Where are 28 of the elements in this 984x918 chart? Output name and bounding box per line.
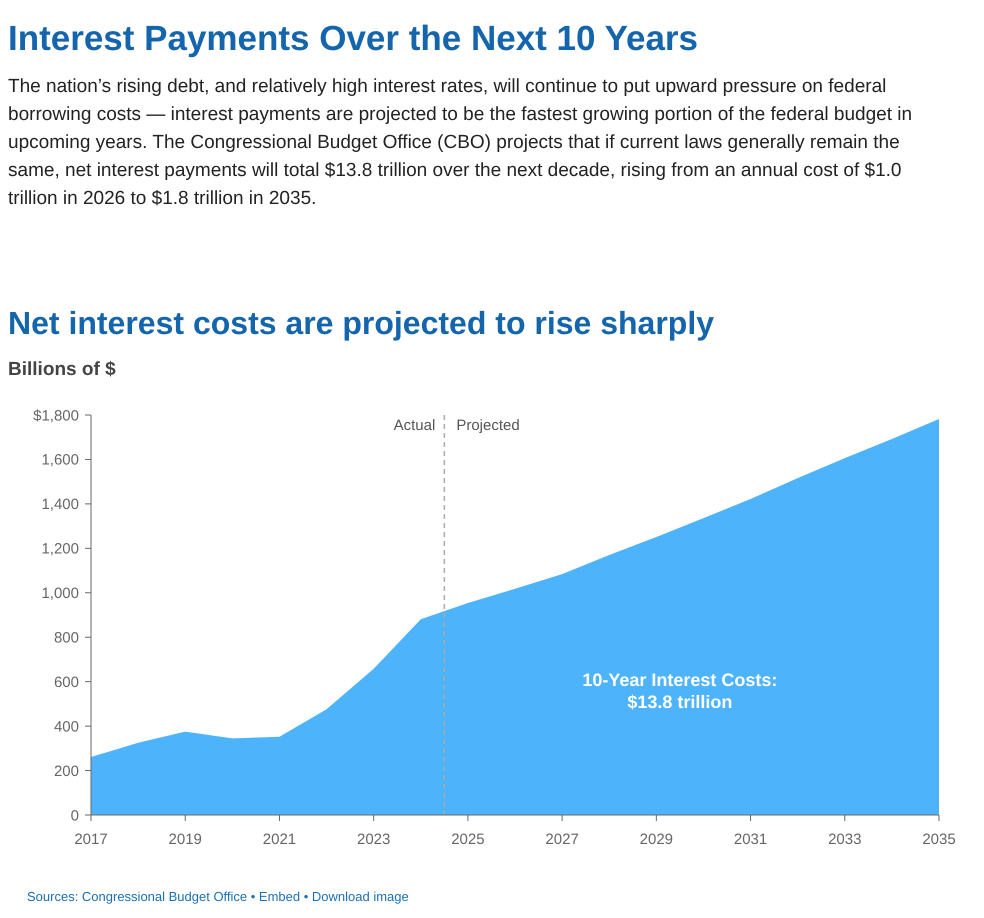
- y-tick-label: 800: [54, 629, 79, 646]
- x-tick-label: 2027: [545, 831, 579, 848]
- x-tick-label: 2023: [356, 831, 390, 848]
- chart-title: Net interest costs are projected to rise sharply: [8, 305, 714, 341]
- x-tick-label: 2035: [922, 831, 956, 848]
- x-tick-label: 2031: [734, 831, 768, 848]
- x-tick-label: 2019: [168, 831, 202, 848]
- y-tick-label: 1,400: [41, 496, 79, 514]
- text: The nation’s rising debt, and relatively high interest rates, will continue to put upward pressure on federal borrowing costs — interest payments are projected to be the fastest growing portion of the federal budget in upcoming years. The Congressional Budget Office (CBO) projects that if current laws generally remain the same, net interest payments will total $13.8 trillion over the next decade, rising from an annual cost of $1.0 trillion in 2026 to $1.8 trillion in 2035.: [8, 76, 912, 209]
- y-tick-label: 1,000: [41, 585, 79, 602]
- y-tick-label: 1,200: [41, 540, 79, 558]
- text: Interest Payments Over the Next 10 Years: [8, 19, 698, 58]
- x-tick-label: 2033: [828, 831, 862, 848]
- y-tick-label: 0: [70, 807, 79, 824]
- y-axis-title: Billions of $: [8, 359, 116, 380]
- x-tick-label: 2017: [74, 831, 108, 848]
- x-tick-label: 2025: [451, 831, 485, 848]
- y-tick-label: $1,800: [33, 407, 79, 424]
- y-tick-label: 200: [54, 762, 79, 780]
- y-tick-label: 1,600: [41, 452, 79, 469]
- source-note: Sources: Congressional Budget Office • Embed • Download image: [27, 889, 409, 904]
- annotation: Actual: [394, 417, 436, 434]
- x-tick-label: 2021: [262, 831, 296, 848]
- annotation: 10-Year Interest Costs: $13.8 trillion: [582, 670, 778, 712]
- y-tick-label: 400: [54, 718, 79, 736]
- annotation: Projected: [456, 417, 520, 434]
- x-tick-label: 2029: [640, 831, 674, 848]
- y-tick-label: 600: [54, 674, 79, 691]
